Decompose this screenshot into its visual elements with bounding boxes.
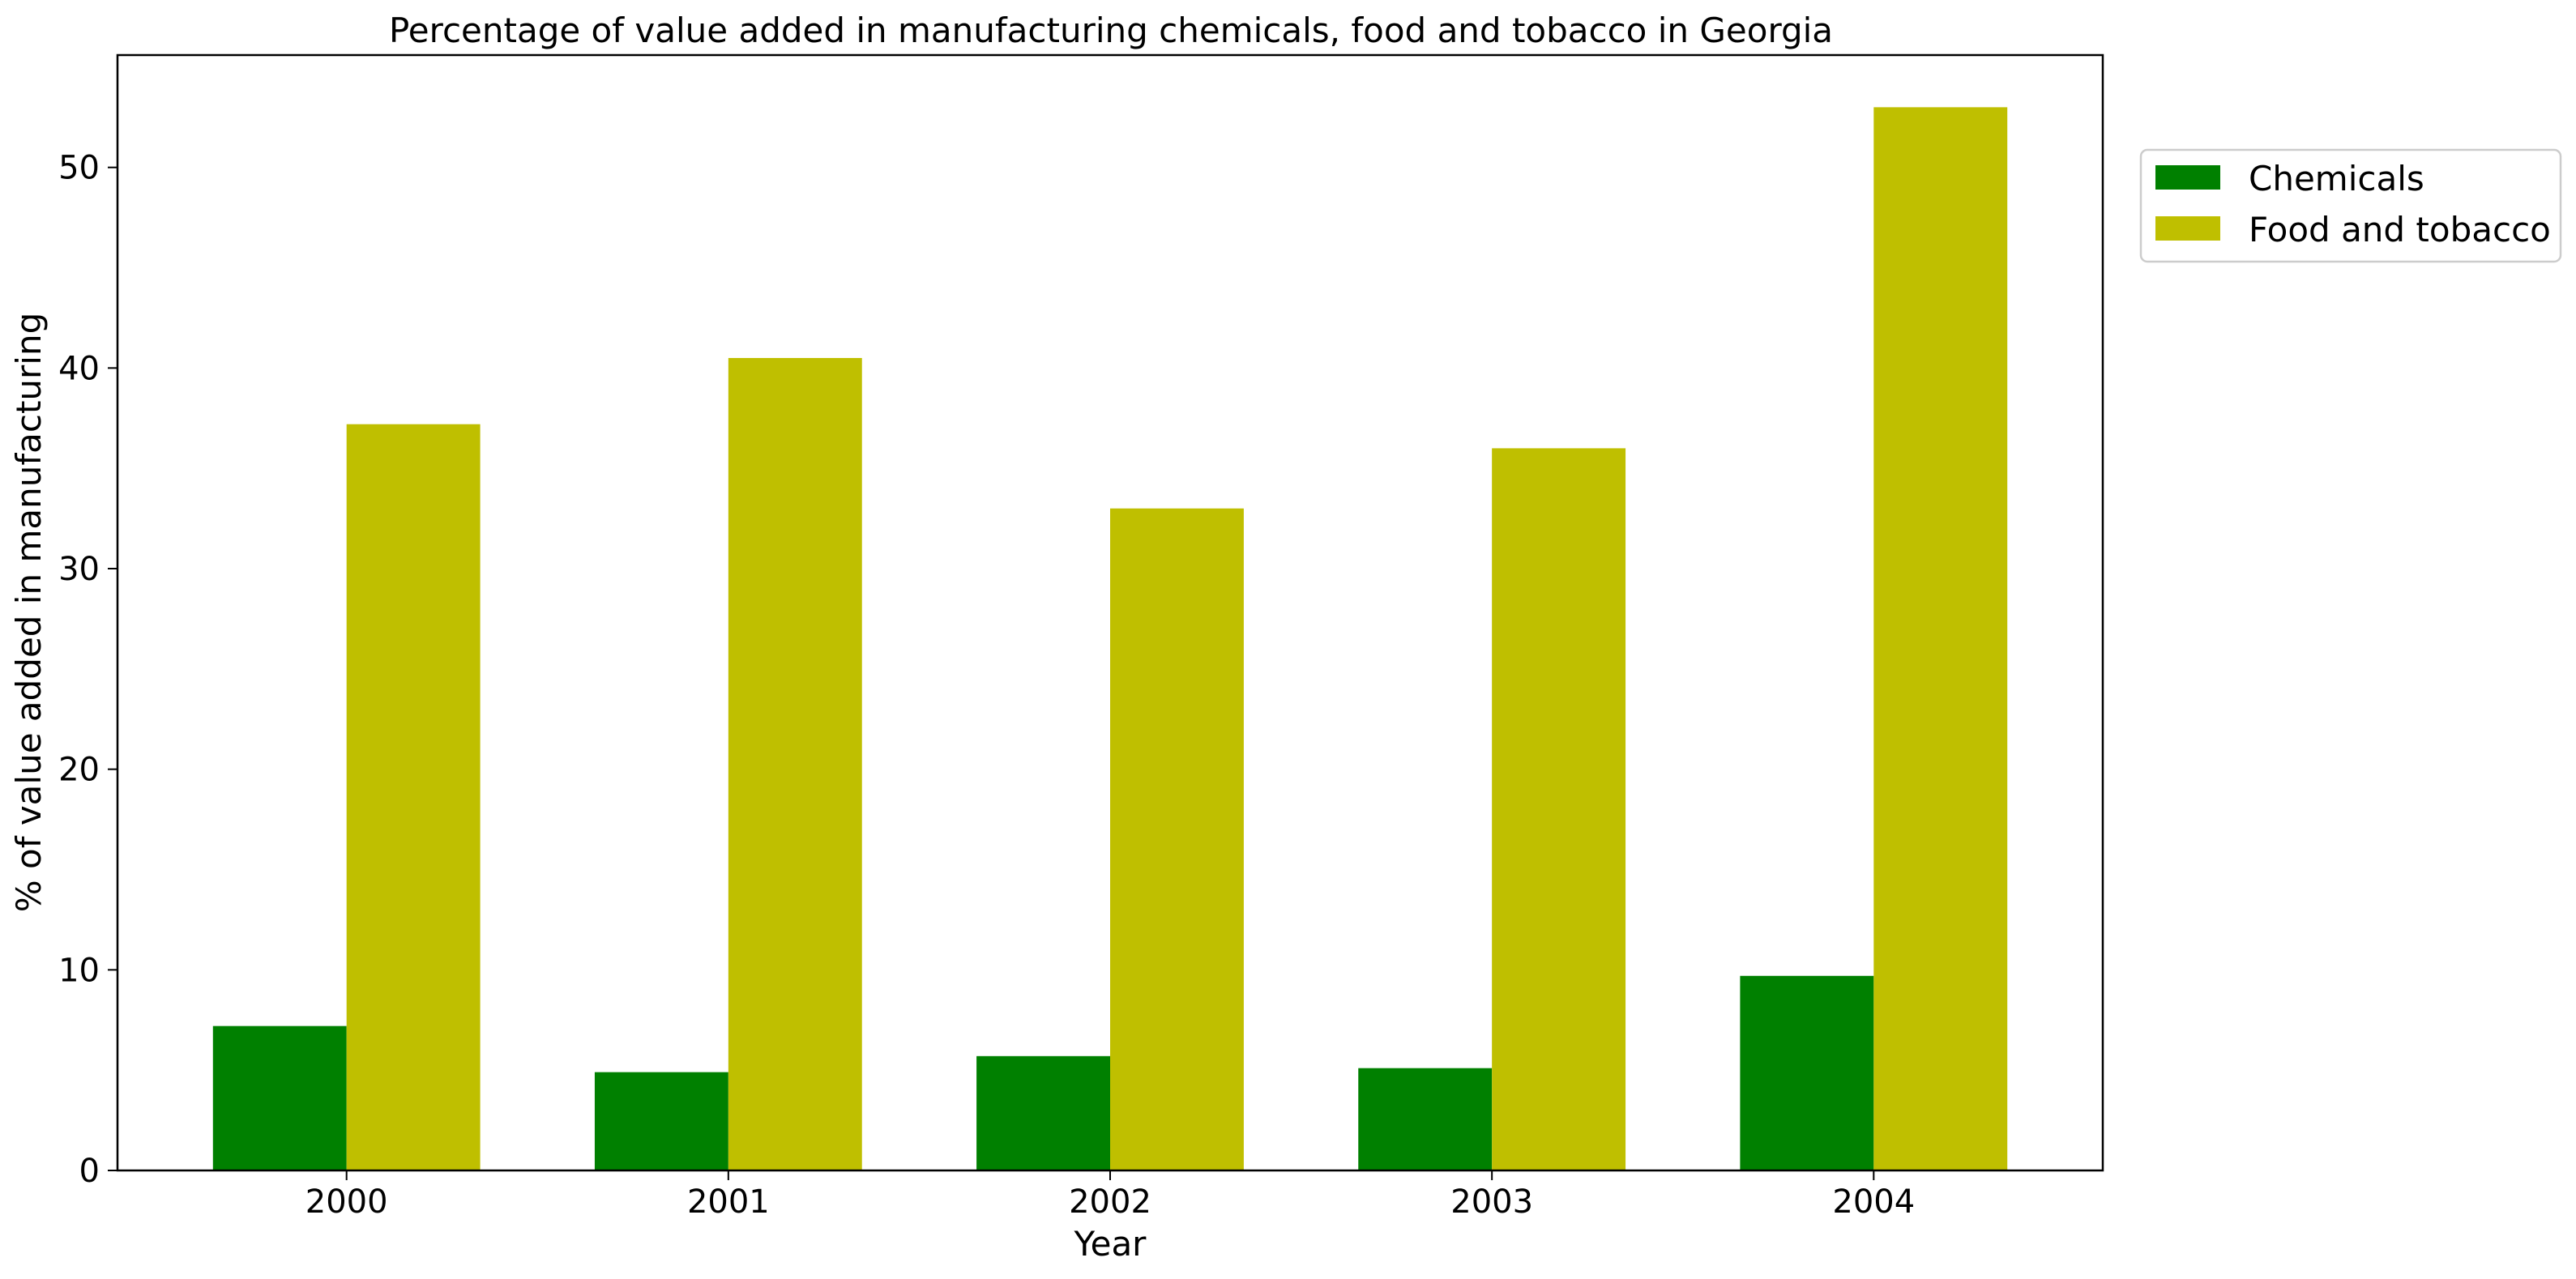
bar-chemicals-2000 xyxy=(212,1025,347,1170)
bar-chemicals-2001 xyxy=(594,1072,728,1170)
y-tick-label: 30 xyxy=(58,551,100,588)
y-tick-label: 40 xyxy=(58,350,100,387)
legend-swatch-food-and-tobacco xyxy=(2155,216,2220,241)
bar-food-and-tobacco-2000 xyxy=(346,424,481,1170)
x-axis: 2000 2001 2002 2003 2004 xyxy=(305,1170,1915,1221)
x-tick-label: 2000 xyxy=(305,1183,388,1221)
y-tick-label: 0 xyxy=(79,1153,100,1190)
x-tick-label: 2004 xyxy=(1832,1183,1915,1221)
y-tick-label: 50 xyxy=(58,150,100,187)
bar-chemicals-2002 xyxy=(976,1055,1110,1170)
y-tick-label: 20 xyxy=(58,752,100,789)
legend-label-chemicals: Chemicals xyxy=(2249,159,2424,198)
legend: Chemicals Food and tobacco xyxy=(2139,148,2562,263)
y-axis-label: % of value added in manufacturing xyxy=(9,313,49,913)
bar-food-and-tobacco-2004 xyxy=(1873,107,2008,1170)
bars-layer xyxy=(212,107,2008,1170)
bar-food-and-tobacco-2003 xyxy=(1492,448,1626,1170)
bar-chemicals-2004 xyxy=(1740,975,1874,1170)
legend-frame xyxy=(2139,148,2562,263)
chart-title: Percentage of value added in manufacturi… xyxy=(389,11,1833,50)
x-tick-label: 2003 xyxy=(1450,1183,1533,1221)
legend-label-food-and-tobacco: Food and tobacco xyxy=(2249,210,2551,249)
x-axis-label: Year xyxy=(1074,1224,1147,1264)
x-tick-label: 2001 xyxy=(687,1183,770,1221)
bar-food-and-tobacco-2002 xyxy=(1110,508,1244,1170)
y-tick-label: 10 xyxy=(58,952,100,989)
bar-food-and-tobacco-2001 xyxy=(728,357,862,1170)
x-tick-label: 2002 xyxy=(1069,1183,1151,1221)
bar-chemicals-2003 xyxy=(1358,1068,1493,1170)
y-axis: 0 10 20 30 40 50 xyxy=(58,150,117,1190)
legend-swatch-chemicals xyxy=(2155,165,2220,190)
